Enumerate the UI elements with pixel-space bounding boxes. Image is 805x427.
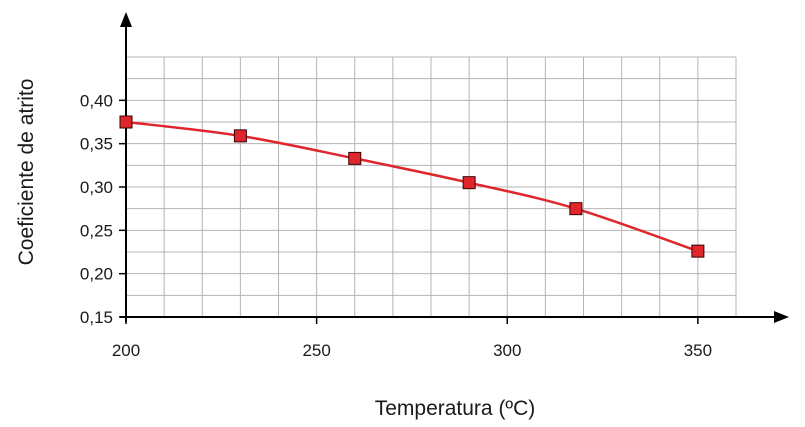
x-tick-label: 200 <box>112 341 140 360</box>
series-line <box>125 120 699 253</box>
y-tick-labels: 0,15 0,20 0,25 0,30 0,35 0,40 <box>80 91 126 327</box>
y-tick-label: 0,40 <box>80 91 113 110</box>
x-tick-labels: 200 250 300 350 <box>112 317 712 360</box>
data-point-marker <box>462 176 476 190</box>
y-tick-label: 0,35 <box>80 135 113 154</box>
data-point-marker <box>569 202 583 216</box>
x-tick-label: 350 <box>684 341 712 360</box>
y-tick-label: 0,20 <box>80 265 113 284</box>
x-tick-label: 250 <box>302 341 330 360</box>
y-axis-title: Coeficiente de atrito <box>15 79 38 266</box>
y-axis-arrow-icon <box>120 12 132 27</box>
axes <box>120 12 789 323</box>
grid <box>125 56 737 318</box>
x-axis-arrow-icon <box>774 311 789 323</box>
y-tick-label: 0,15 <box>80 308 113 327</box>
x-axis-title: Temperatura (ºC) <box>375 397 536 420</box>
y-tick-label: 0,25 <box>80 221 113 240</box>
x-tick-label: 300 <box>493 341 521 360</box>
y-tick-label: 0,30 <box>80 178 113 197</box>
data-point-marker <box>233 129 247 143</box>
data-point-marker <box>691 244 705 258</box>
series-layer <box>119 115 705 258</box>
data-point-marker <box>119 115 133 129</box>
data-point-marker <box>348 151 362 165</box>
